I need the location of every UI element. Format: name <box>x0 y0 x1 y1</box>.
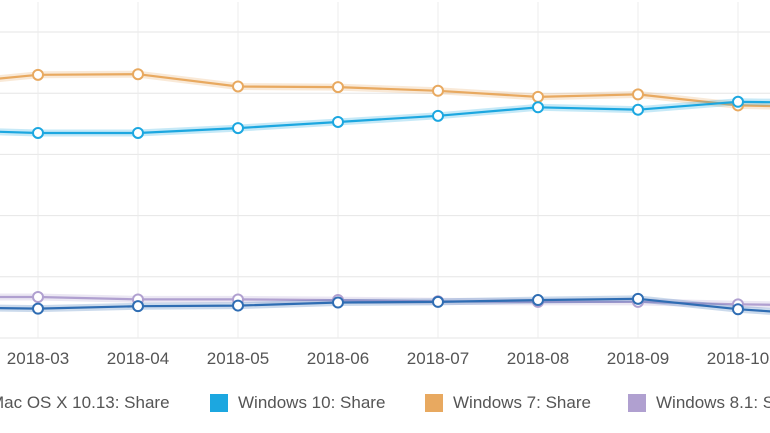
data-point <box>632 292 644 305</box>
series-halo <box>0 70 770 110</box>
data-point <box>532 294 544 307</box>
data-point <box>632 88 644 101</box>
x-tick-label: 2018-06 <box>307 349 369 368</box>
legend-label: Windows 8.1: Share <box>656 393 770 412</box>
legend-item-windows-7[interactable]: Windows 7: Share <box>425 393 591 413</box>
data-point <box>232 122 244 135</box>
data-point <box>332 115 344 128</box>
data-point <box>32 68 44 81</box>
legend-swatch <box>425 394 443 412</box>
legend-swatch <box>628 394 646 412</box>
data-point <box>732 303 744 316</box>
x-tick-label: 2018-07 <box>407 349 469 368</box>
legend-item-mac-os-x-10-13[interactable]: Mac OS X 10.13: Share <box>0 393 170 413</box>
series-halo <box>0 98 770 137</box>
x-tick-label: 2018-08 <box>507 349 569 368</box>
data-point <box>132 126 144 139</box>
data-point <box>632 103 644 116</box>
data-point <box>332 296 344 309</box>
data-point <box>32 126 44 139</box>
legend-item-windows-10[interactable]: Windows 10: Share <box>210 393 385 413</box>
x-tick-label: 2018-04 <box>107 349 169 368</box>
data-point <box>232 299 244 312</box>
data-point <box>232 80 244 93</box>
data-point <box>432 109 444 122</box>
legend-label: Mac OS X 10.13: Share <box>0 393 170 412</box>
legend-item-windows-8-1[interactable]: Windows 8.1: Share <box>628 393 770 413</box>
legend-swatch <box>210 394 228 412</box>
legend-label: Windows 10: Share <box>238 393 386 412</box>
x-tick-label: 2018-10 <box>707 349 769 368</box>
data-point <box>532 101 544 114</box>
x-tick-label: 2018-05 <box>207 349 269 368</box>
data-point <box>32 302 44 315</box>
data-point <box>132 300 144 313</box>
series-line <box>0 100 770 135</box>
data-point <box>132 68 144 81</box>
data-point <box>332 81 344 94</box>
data-point <box>432 84 444 97</box>
data-point <box>532 90 544 103</box>
data-point <box>32 290 44 303</box>
series-line <box>0 297 770 313</box>
legend-label: Windows 7: Share <box>453 393 591 412</box>
data-point <box>432 295 444 308</box>
data-point <box>732 95 744 108</box>
x-tick-label: 2018-09 <box>607 349 669 368</box>
series-line <box>0 73 770 108</box>
x-tick-label: 2018-03 <box>7 349 69 368</box>
